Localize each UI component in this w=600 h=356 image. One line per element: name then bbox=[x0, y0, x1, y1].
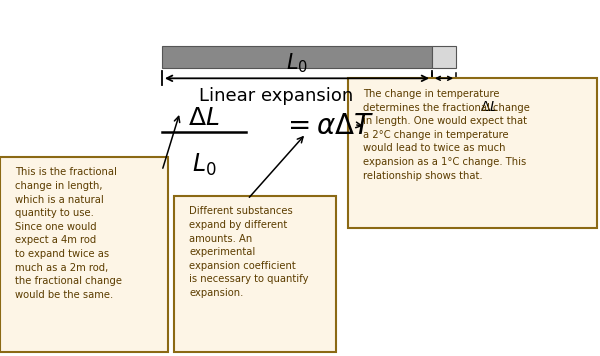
Text: This is the fractional
change in length,
which is a natural
quantity to use.
Sin: This is the fractional change in length,… bbox=[15, 167, 122, 300]
Text: $L_0$: $L_0$ bbox=[286, 51, 308, 75]
Bar bbox=[162, 46, 432, 68]
FancyBboxPatch shape bbox=[348, 78, 597, 228]
Text: $= \alpha\Delta T$: $= \alpha\Delta T$ bbox=[282, 112, 374, 140]
Text: $\Delta L$: $\Delta L$ bbox=[480, 100, 499, 114]
Text: Linear expansion: Linear expansion bbox=[199, 87, 353, 105]
FancyBboxPatch shape bbox=[174, 196, 336, 352]
Text: Different substances
expand by different
amounts. An
experimental
expansion coef: Different substances expand by different… bbox=[189, 206, 308, 298]
Text: The change in temperature
determines the fractional change
in length. One would : The change in temperature determines the… bbox=[363, 89, 530, 180]
Text: $\Delta L$: $\Delta L$ bbox=[188, 106, 220, 130]
Bar bbox=[432, 46, 456, 68]
FancyBboxPatch shape bbox=[0, 157, 168, 352]
Text: $L_0$: $L_0$ bbox=[192, 151, 216, 178]
